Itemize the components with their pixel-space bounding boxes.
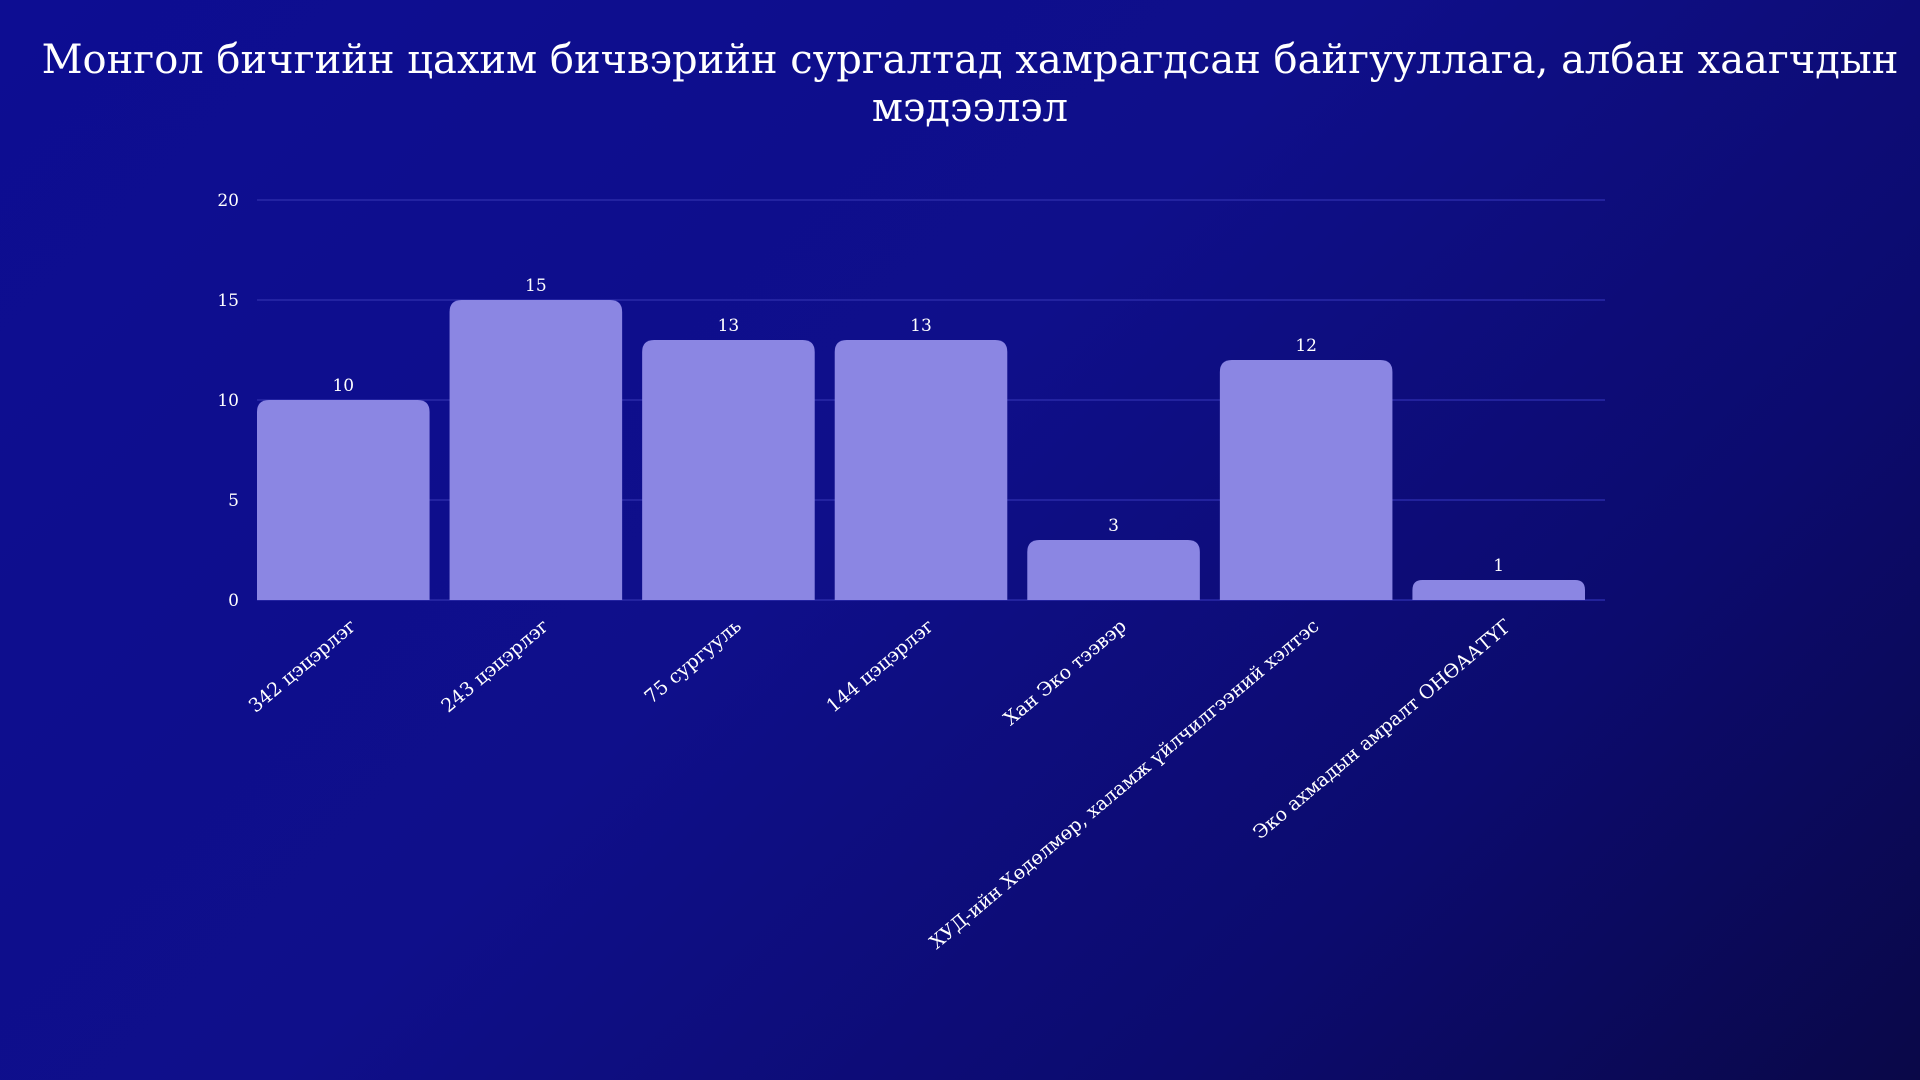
bar [1412, 580, 1585, 600]
data-labels: 10 15 13 13 3 12 1 [332, 276, 1504, 576]
data-label: 13 [910, 316, 932, 336]
y-tick-label: 5 [228, 491, 239, 511]
bars [257, 300, 1585, 600]
bar [834, 340, 1008, 600]
x-category-label: 144 цэцэрлэг [822, 615, 938, 717]
x-category-label: ХУД-ийн Хөдөлмөр, халамж үйлчилгээний хэ… [926, 615, 1324, 954]
data-label: 15 [525, 276, 547, 296]
x-axis-category-labels: 342 цэцэрлэг 243 цэцэрлэг 75 сургууль 144 ц… [245, 615, 1516, 954]
y-tick-label: 10 [217, 391, 239, 411]
x-category-label: 342 цэцэрлэг [245, 615, 361, 717]
y-tick-label: 20 [217, 191, 239, 211]
data-label: 13 [718, 316, 740, 336]
y-tick-label: 15 [217, 291, 239, 311]
x-category-label: Хан Эко тээвэр [1000, 615, 1131, 730]
data-label: 1 [1493, 556, 1504, 576]
bar [642, 340, 815, 600]
data-label: 3 [1108, 516, 1119, 536]
y-axis-tick-labels: 0 5 10 15 20 [217, 191, 239, 611]
chart-title: Монгол бичгийн цахим бичвэрийн сургалтад… [41, 37, 1899, 131]
data-label: 10 [332, 376, 354, 396]
bar [257, 400, 430, 600]
data-label: 12 [1295, 336, 1317, 356]
bar [1027, 540, 1200, 600]
bar [1219, 360, 1393, 600]
x-category-label: 75 сургууль [640, 615, 745, 708]
x-category-label: 243 цэцэрлэг [437, 615, 553, 717]
bar [449, 300, 623, 600]
y-tick-label: 0 [228, 591, 239, 611]
